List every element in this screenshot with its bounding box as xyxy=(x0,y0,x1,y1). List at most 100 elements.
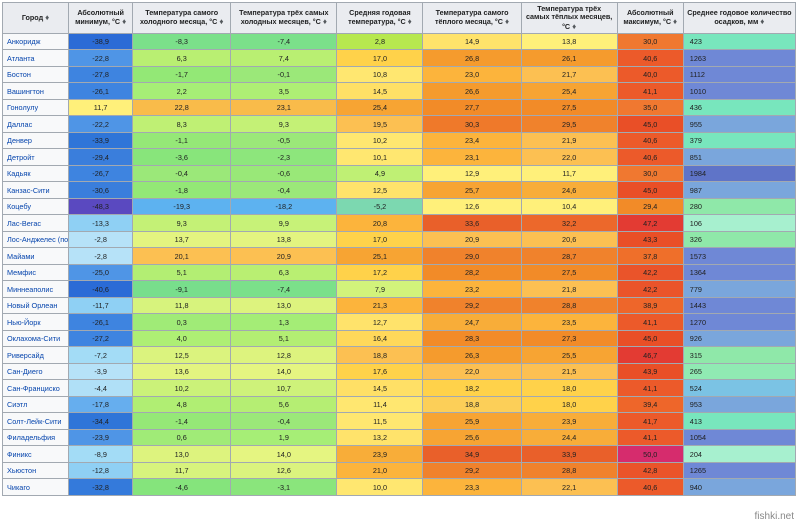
city-link[interactable]: Коцебу xyxy=(7,202,31,211)
cell-value: -0,4 xyxy=(133,165,231,182)
cell-value: 10,4 xyxy=(521,198,617,215)
cell-value: -4,6 xyxy=(133,479,231,496)
cell-value: 1112 xyxy=(683,66,795,83)
cell-value: -1,8 xyxy=(133,182,231,199)
cell-value: -27,8 xyxy=(69,66,133,83)
cell-value: 1270 xyxy=(683,314,795,331)
cell-value: 13,8 xyxy=(521,33,617,50)
cell-value: 11,5 xyxy=(337,413,423,430)
cell-value: -2,8 xyxy=(69,248,133,265)
city-link[interactable]: Миннеаполис xyxy=(7,285,53,294)
city-link[interactable]: Финикс xyxy=(7,450,32,459)
table-row: Оклахома-Сити-27,24,05,116,428,327,345,0… xyxy=(3,330,796,347)
cell-value: -30,6 xyxy=(69,182,133,199)
cell-value: 6,3 xyxy=(231,264,337,281)
cell-city: Хьюстон xyxy=(3,462,69,479)
cell-value: -7,4 xyxy=(231,281,337,298)
city-link[interactable]: Вашингтон xyxy=(7,87,44,96)
cell-value: -12,8 xyxy=(69,462,133,479)
city-link[interactable]: Сан-Франциско xyxy=(7,384,60,393)
city-link[interactable]: Анкоридж xyxy=(7,37,41,46)
city-link[interactable]: Солт-Лейк-Сити xyxy=(7,417,62,426)
city-link[interactable]: Оклахома-Сити xyxy=(7,334,60,343)
city-link[interactable]: Атланта xyxy=(7,54,35,63)
col-label: Абсолютный максимум, °C xyxy=(623,8,673,26)
col-7[interactable]: Абсолютный максимум, °C♦ xyxy=(617,3,683,34)
city-link[interactable]: Кадьяк xyxy=(7,169,31,178)
col-1[interactable]: Абсолютный минимум, °C♦ xyxy=(69,3,133,34)
city-link[interactable]: Сиэтл xyxy=(7,400,27,409)
cell-value: -1,1 xyxy=(133,132,231,149)
cell-value: 10,1 xyxy=(337,149,423,166)
cell-value: 38,9 xyxy=(617,297,683,314)
col-5[interactable]: Температура самого тёплого месяца, °C♦ xyxy=(423,3,521,34)
city-link[interactable]: Хьюстон xyxy=(7,466,36,475)
cell-value: -26,1 xyxy=(69,314,133,331)
city-link[interactable]: Мемфис xyxy=(7,268,36,277)
city-link[interactable]: Бостон xyxy=(7,70,31,79)
city-link[interactable]: Нью-Йорк xyxy=(7,318,41,327)
city-link[interactable]: Детройт xyxy=(7,153,35,162)
table-row: Даллас-22,28,39,319,530,329,545,0955 xyxy=(3,116,796,133)
cell-value: 204 xyxy=(683,446,795,463)
cell-value: 10,7 xyxy=(231,380,337,397)
cell-value: -0,4 xyxy=(231,182,337,199)
cell-value: 11,7 xyxy=(69,99,133,116)
cell-value: 46,7 xyxy=(617,347,683,364)
cell-city: Миннеаполис xyxy=(3,281,69,298)
city-link[interactable]: Гонолулу xyxy=(7,103,38,112)
cell-value: 18,8 xyxy=(423,396,521,413)
cell-value: 12,9 xyxy=(423,165,521,182)
table-row: Денвер-33,9-1,1-0,510,223,421,940,6379 xyxy=(3,132,796,149)
cell-value: 23,9 xyxy=(337,446,423,463)
city-link[interactable]: Чикаго xyxy=(7,483,30,492)
col-2[interactable]: Температура самого холодного месяца, °C♦ xyxy=(133,3,231,34)
cell-value: 22,8 xyxy=(133,99,231,116)
cell-value: 14,5 xyxy=(337,380,423,397)
cell-value: 40,6 xyxy=(617,149,683,166)
col-4[interactable]: Средняя годовая температура, °C♦ xyxy=(337,3,423,34)
cell-value: 19,5 xyxy=(337,116,423,133)
city-link[interactable]: Майами xyxy=(7,252,34,261)
cell-value: 13,0 xyxy=(133,446,231,463)
cell-value: 25,4 xyxy=(521,83,617,100)
col-3[interactable]: Температура трёх самых холодных месяцев,… xyxy=(231,3,337,34)
cell-value: 11,4 xyxy=(337,396,423,413)
city-link[interactable]: Новый Орлеан xyxy=(7,301,57,310)
city-link[interactable]: Сан-Диего xyxy=(7,367,43,376)
cell-value: 39,4 xyxy=(617,396,683,413)
cell-city: Сан-Диего xyxy=(3,363,69,380)
cell-value: 13,0 xyxy=(231,297,337,314)
cell-value: 5,1 xyxy=(133,264,231,281)
cell-value: -26,1 xyxy=(69,83,133,100)
cell-value: 23,5 xyxy=(521,314,617,331)
cell-city: Детройт xyxy=(3,149,69,166)
city-link[interactable]: Лас-Вегас xyxy=(7,219,41,228)
cell-value: -0,1 xyxy=(231,66,337,83)
cell-city: Канзас-Сити xyxy=(3,182,69,199)
table-row: Атланта-22,86,37,417,026,826,140,61263 xyxy=(3,50,796,67)
city-link[interactable]: Даллас xyxy=(7,120,32,129)
cell-value: 23,1 xyxy=(231,99,337,116)
city-link[interactable]: Денвер xyxy=(7,136,32,145)
cell-value: -13,3 xyxy=(69,215,133,232)
cell-value: 43,9 xyxy=(617,363,683,380)
col-8[interactable]: Среднее годовое количество осадков, мм♦ xyxy=(683,3,795,34)
city-link[interactable]: Канзас-Сити xyxy=(7,186,50,195)
cell-value: 7,9 xyxy=(337,281,423,298)
cell-value: -19,3 xyxy=(133,198,231,215)
cell-value: 45,0 xyxy=(617,330,683,347)
cell-value: 30,0 xyxy=(617,165,683,182)
cell-value: 40,6 xyxy=(617,50,683,67)
city-link[interactable]: Филадельфия xyxy=(7,433,55,442)
cell-value: 16,4 xyxy=(337,330,423,347)
city-link[interactable]: Риверсайд xyxy=(7,351,44,360)
col-6[interactable]: Температура трёх самых тёплых месяцев, °… xyxy=(521,3,617,34)
table-row: Лос-Анджелес (побережье)-2,813,713,817,0… xyxy=(3,231,796,248)
city-link[interactable]: Лос-Анджелес (побережье) xyxy=(7,235,69,244)
col-city[interactable]: Город♦ xyxy=(3,3,69,34)
cell-value: 23,4 xyxy=(423,132,521,149)
cell-city: Нью-Йорк xyxy=(3,314,69,331)
cell-value: 42,8 xyxy=(617,462,683,479)
cell-value: -33,9 xyxy=(69,132,133,149)
